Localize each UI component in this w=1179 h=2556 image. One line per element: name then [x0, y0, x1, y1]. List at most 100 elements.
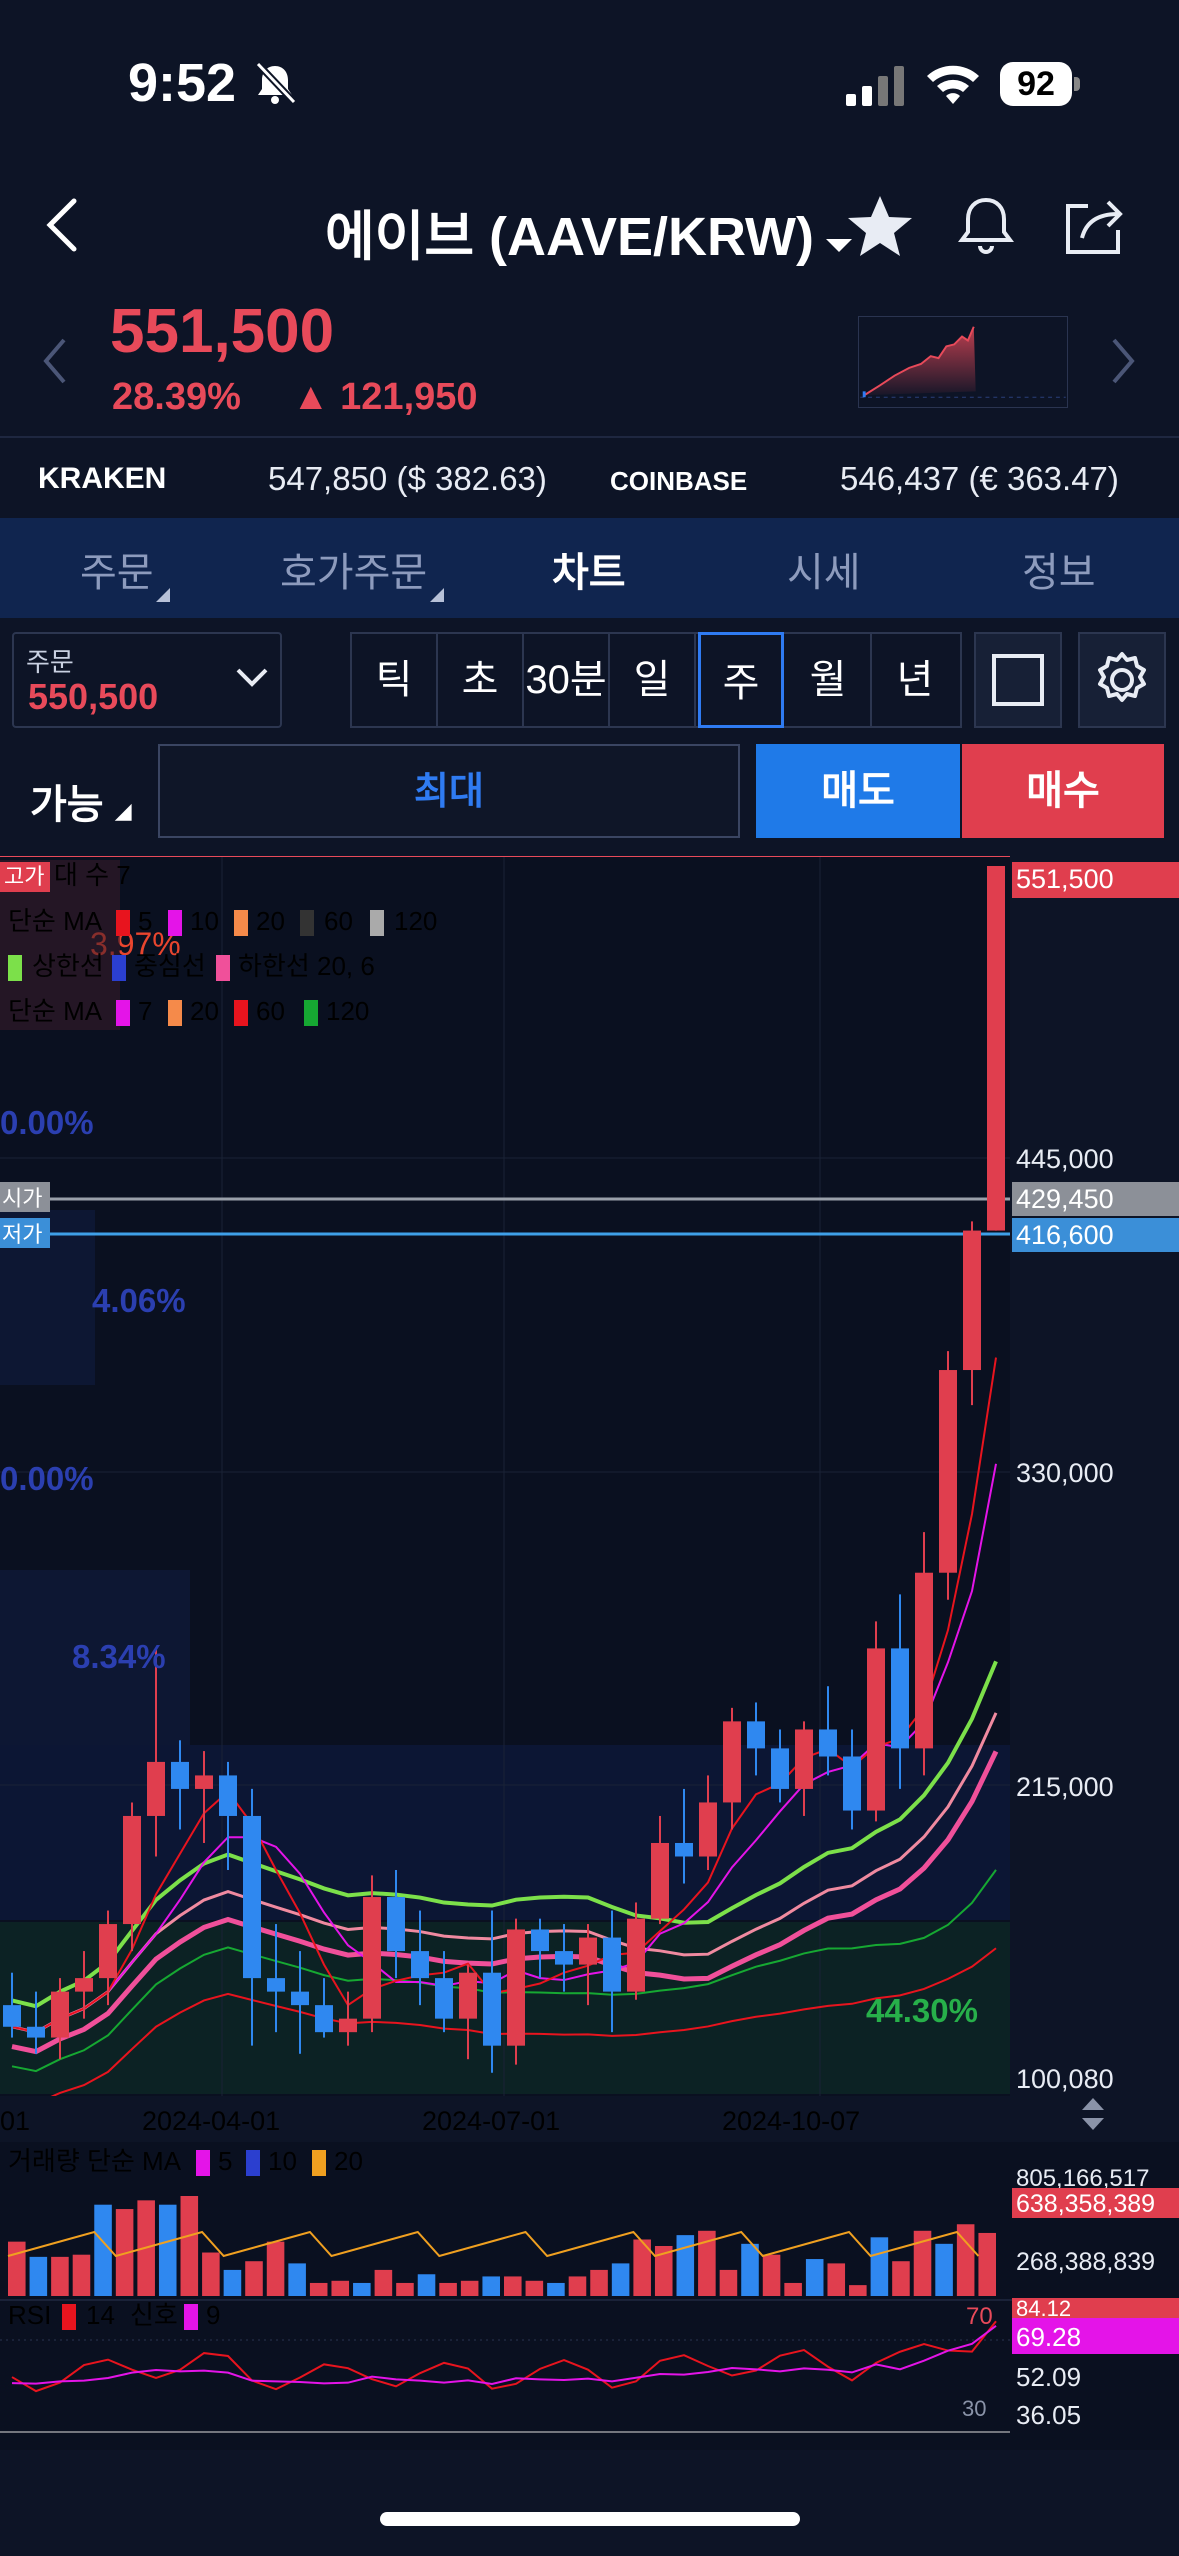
order-price-select[interactable]	[12, 632, 282, 728]
mini-price-chart[interactable]	[858, 316, 1068, 408]
candle	[891, 1648, 909, 1749]
volume-bar	[396, 2282, 414, 2296]
resize-handle-icon[interactable]	[1082, 2098, 1104, 2130]
date-label: 2024-10-07	[722, 2106, 860, 2136]
tab-quotes[interactable]: 시세	[787, 551, 861, 595]
tab-order[interactable]: 주문	[80, 551, 154, 595]
max-quantity-button[interactable]: 최대	[158, 744, 740, 838]
candle	[531, 1929, 549, 1952]
candle	[267, 1978, 285, 1992]
period-month[interactable]: 월	[786, 632, 872, 728]
volume-bar	[51, 2256, 69, 2296]
candle	[315, 2005, 333, 2033]
candle	[963, 1230, 981, 1371]
candle	[819, 1729, 837, 1757]
volume-bar	[72, 2254, 91, 2296]
tab-info[interactable]: 정보	[1022, 551, 1096, 595]
available-menu[interactable]: 가능 ◢	[30, 772, 132, 830]
battery-indicator: 92	[1000, 62, 1080, 106]
volume-bar	[633, 2239, 651, 2296]
axis-price-551500: 551,500	[1016, 864, 1114, 894]
candle	[339, 2018, 357, 2033]
pct-label: 0.00%	[0, 1104, 94, 1141]
volume-bar	[417, 2274, 436, 2296]
volume-bar	[978, 2232, 996, 2296]
moving-average-line	[11, 1750, 999, 2055]
volume-bar	[245, 2261, 263, 2296]
pct-label: 8.34%	[72, 1638, 166, 1675]
favorite-star-icon[interactable]	[844, 190, 916, 262]
open-price-marker	[1012, 1182, 1179, 1216]
legend-high-badge: 고가	[4, 864, 44, 889]
period-year[interactable]: 년	[896, 658, 934, 702]
exchange-value-coinbase: 546,437 (€ 363.47)	[840, 460, 1119, 497]
candle	[507, 1929, 525, 2046]
back-icon[interactable]	[40, 195, 84, 255]
buy-button[interactable]: 매수	[962, 744, 1164, 838]
pct-label: 44.30%	[866, 1992, 978, 2029]
volume-bar	[331, 2280, 350, 2296]
axis-price-215000: 215,000	[1016, 1772, 1114, 1802]
legend-ma-120: 120	[394, 906, 437, 936]
volume-bar	[94, 2204, 112, 2296]
candle	[51, 1991, 69, 2038]
fullscreen-button[interactable]	[974, 632, 1062, 728]
volume-bar	[590, 2269, 608, 2296]
period-day[interactable]: 일	[610, 632, 696, 728]
volume-bar	[654, 2246, 673, 2296]
moving-average-line	[11, 1869, 997, 2073]
chevron-down-icon	[236, 668, 268, 687]
period-second[interactable]: 초	[438, 632, 524, 728]
period-week[interactable]: 주	[698, 632, 784, 728]
bell-off-icon	[255, 61, 297, 105]
tab-orderbook-order[interactable]: 호가주문	[280, 551, 428, 595]
share-icon[interactable]	[1058, 190, 1130, 262]
moving-average-line	[11, 1463, 997, 2034]
volume-bar	[805, 2259, 824, 2296]
pct-label: 0.00%	[0, 1460, 94, 1497]
volume-axis-label: 638,358,389	[1016, 2190, 1155, 2218]
exchange-value-kraken: 547,850 ($ 382.63)	[268, 460, 547, 497]
next-coin-icon[interactable]	[1108, 336, 1138, 386]
volume-bar	[698, 2230, 716, 2296]
exchange-name-coinbase: COINBASE	[610, 466, 748, 496]
volume-bar	[913, 2230, 932, 2296]
candle	[171, 1761, 189, 1789]
chart-settings-button[interactable]	[1078, 632, 1166, 728]
tab-chart[interactable]: 차트	[552, 551, 626, 595]
volume-profile-band	[0, 1570, 190, 1745]
axis-price-open: 429,450	[1016, 1184, 1114, 1214]
volume-bar	[611, 2263, 630, 2296]
current-price: 551,500	[110, 297, 335, 366]
caret-down-icon	[824, 206, 854, 268]
available-menu-icon: ◢	[114, 798, 132, 823]
candle	[939, 1370, 957, 1573]
candle	[627, 1918, 645, 1992]
period-30min[interactable]: 30분	[524, 632, 610, 728]
volume-bar	[288, 2263, 306, 2296]
volume-ma-10: 10	[268, 2146, 297, 2176]
market-title[interactable]: 에이브 (AAVE/KRW)	[0, 192, 1179, 271]
available-label: 가능	[30, 783, 104, 827]
candle	[795, 1729, 813, 1789]
candle	[291, 1991, 309, 2006]
legend-ma-60: 60	[324, 906, 353, 936]
candle	[771, 1748, 789, 1789]
rsi-line	[11, 2324, 997, 2386]
sell-button[interactable]: 매도	[756, 744, 960, 838]
alert-bell-icon[interactable]	[950, 190, 1022, 262]
exchange-price-row	[0, 436, 1179, 520]
rsi-period: 14	[86, 2300, 115, 2330]
period-tick[interactable]: 틱	[352, 632, 438, 728]
volume-bar	[741, 2243, 759, 2296]
candle	[747, 1721, 765, 1749]
price-chart[interactable]: 551,500 445,000 429,450 416,600 330,000 …	[0, 856, 1179, 2456]
axis-price-330000: 330,000	[1016, 1458, 1114, 1488]
volume-bar	[202, 2252, 220, 2296]
candle	[411, 1951, 429, 1979]
previous-coin-icon[interactable]	[40, 336, 70, 386]
volume-ma-20: 20	[334, 2146, 363, 2176]
legend-middle-band: 중심선	[134, 951, 206, 981]
market-title-text: 에이브 (AAVE/KRW)	[324, 207, 815, 267]
volume-bar	[547, 2282, 565, 2296]
